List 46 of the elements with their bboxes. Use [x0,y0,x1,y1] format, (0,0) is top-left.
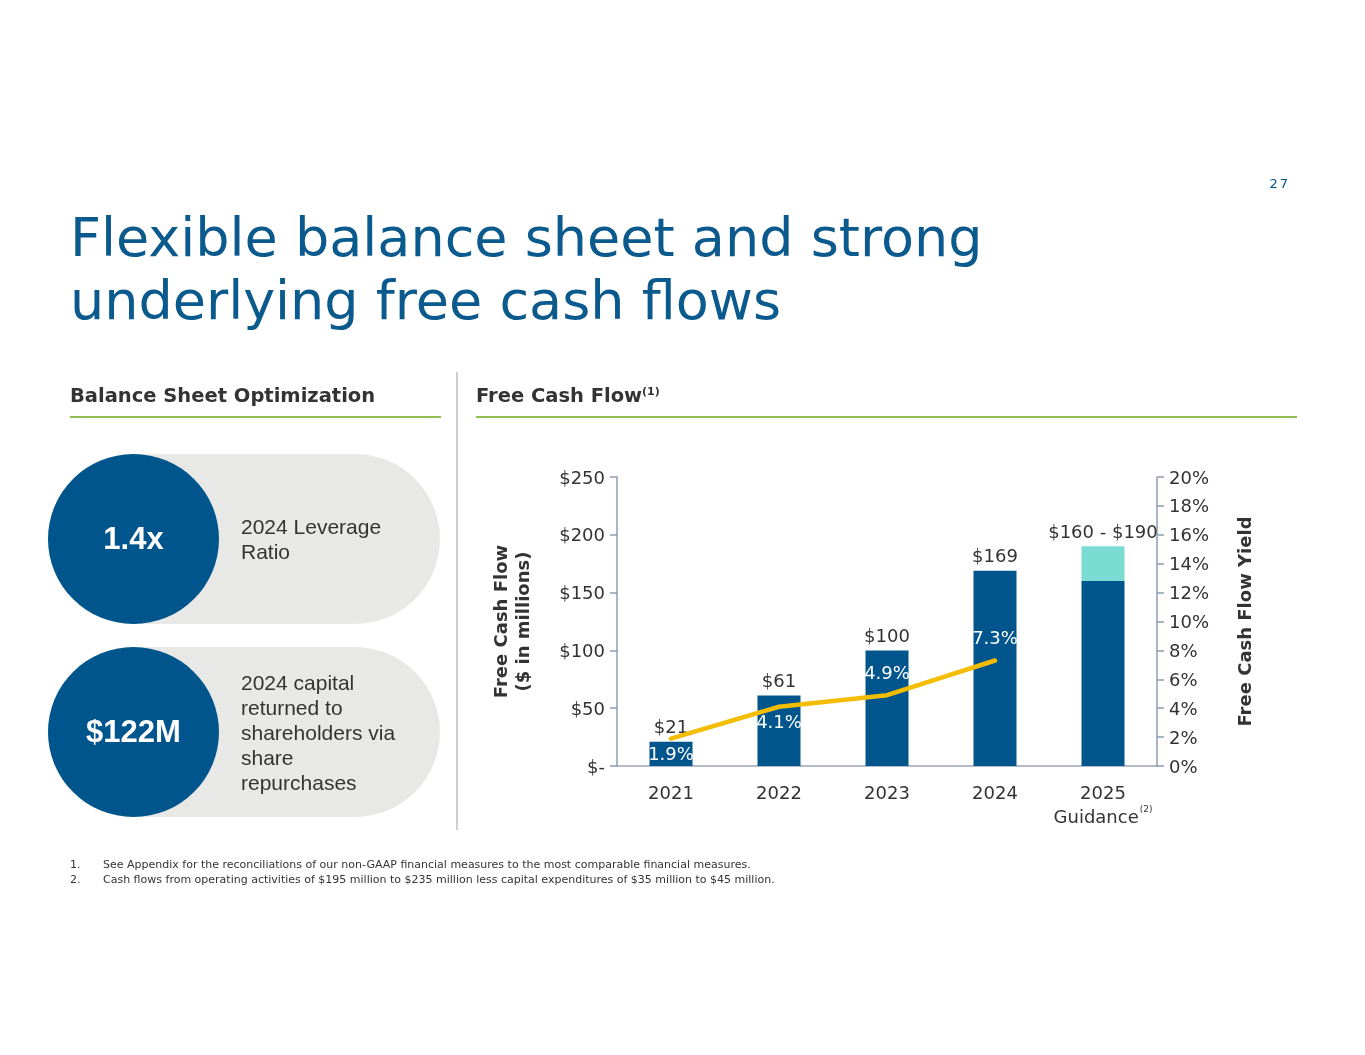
y2-tick-label: 10% [1169,611,1210,632]
text: $122M [86,714,181,750]
x-tick-label: 2024 [972,781,1018,803]
data-label: 4.1% [756,711,802,733]
y-axis-title: Free Cash Flow ($ in millions) [489,544,533,699]
total-label: $100 [864,624,910,646]
total-label: $61 [761,669,797,691]
data-label: 1.9% [648,743,694,765]
y-tick-label: $250 [559,466,605,488]
y-tick-label: $100 [559,639,605,661]
y2-tick-label: 20% [1169,466,1210,488]
data-label: 4.9% [864,661,910,683]
x-tick-label: 2023 [864,781,910,803]
y-tick-label: $50 [570,697,605,719]
chart-title: Free Cash Flow$^{(1)}$ [476,384,660,407]
total-label: $160 - $190 [1048,520,1158,542]
y-tick-label: $150 [559,582,605,604]
bar [1081,546,1125,582]
text: 2024 Leverage Ratio [241,514,383,564]
x-tick-label: 2022 [756,781,802,803]
text: 2024 capital returned to shareholders via share repurchases [241,669,397,795]
y-tick-label: $- [587,755,605,777]
y2-tick-label: 2% [1169,726,1198,748]
y2-tick-label: 16% [1169,524,1210,546]
y2-tick-label: 14% [1169,553,1210,575]
text: 27 [1268,176,1290,191]
y2-axis-title: Free Cash Flow Yield [1233,516,1255,727]
y2-tick-label: 12% [1169,582,1210,604]
text: 1. See Appendix for the reconciliations of our non-GAAP financial measures to the most comparable financial measures. [70,858,751,871]
x-tick-label: 2021 [648,781,694,803]
y2-tick-label: 18% [1169,495,1210,517]
total-label: $169 [972,545,1018,567]
y2-tick-label: 4% [1169,697,1198,719]
bar [865,650,909,766]
y2-tick-label: 6% [1169,668,1198,690]
text: 2. Cash flows from operating activities of $195 million to $235 million less capital expenditures of $35 million to $45 million. [70,873,775,886]
y2-tick-label: 0% [1169,755,1198,777]
data-label: 7.3% [972,627,1018,649]
bar [1081,581,1125,766]
text: Balance Sheet Optimization [70,384,376,407]
text: Flexible balance sheet and strong underlying free cash flows [70,206,984,332]
total-label: $21 [653,716,689,738]
text: 1.4x [103,521,164,557]
y2-tick-label: 8% [1169,639,1198,661]
bar [973,570,1017,766]
y-tick-label: $200 [559,524,605,546]
